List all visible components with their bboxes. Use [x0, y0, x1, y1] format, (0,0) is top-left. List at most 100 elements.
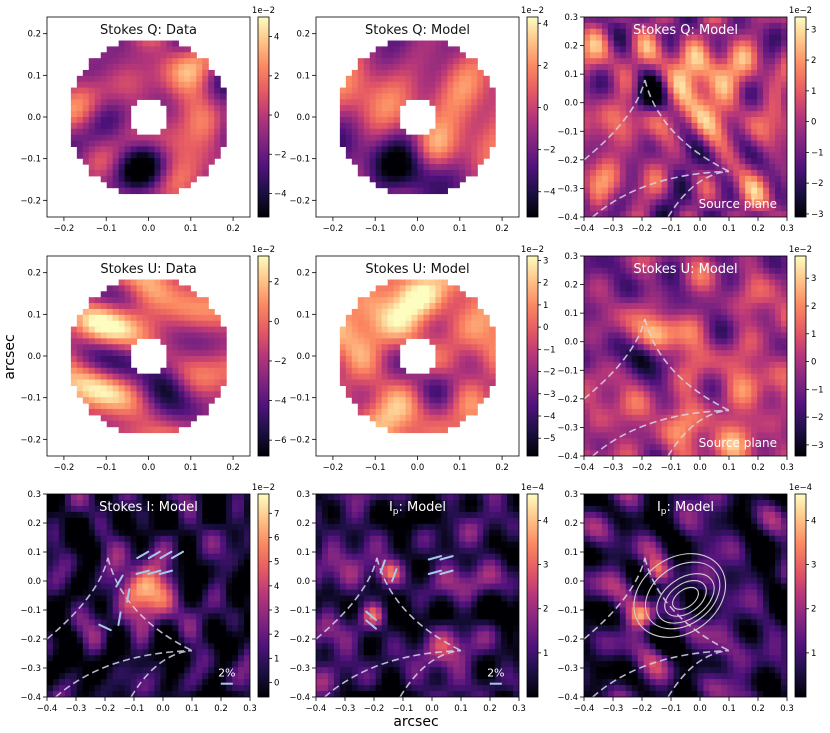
heatmap-cell [82, 117, 90, 124]
heatmap-cell [196, 146, 203, 153]
heatmap-cell [154, 140, 162, 148]
heatmap-cell [697, 34, 705, 42]
heatmap-cell [76, 81, 84, 89]
heatmap-cell [721, 408, 728, 416]
heatmap-cell [190, 117, 197, 124]
heatmap-cell [655, 397, 663, 404]
heatmap-cell [703, 34, 710, 42]
heatmap-cell [613, 28, 621, 36]
heatmap-cell [154, 175, 162, 183]
heatmap-cell [208, 356, 215, 363]
heatmap-cell [703, 361, 710, 369]
heatmap-cell [619, 326, 627, 334]
heatmap-cell [697, 140, 705, 148]
heatmap-cell [613, 285, 621, 292]
heatmap-cell [435, 426, 442, 434]
heatmap-cell [435, 361, 442, 369]
heatmap-cell [607, 81, 615, 89]
heatmap-cell [166, 99, 173, 106]
heatmap-cell [393, 164, 401, 171]
heatmap-cell [178, 175, 185, 183]
heatmap-cell [673, 187, 681, 195]
heatmap-cell [781, 99, 787, 106]
heatmap-cell [471, 308, 478, 316]
heatmap-cell [721, 152, 728, 159]
heatmap-cell [625, 303, 633, 310]
heatmap-cell [667, 69, 675, 77]
heatmap-cell [643, 450, 651, 456]
heatmap-cell [172, 285, 179, 292]
heatmap-cell [112, 52, 120, 59]
heatmap-cell [739, 297, 746, 304]
heatmap-cell [423, 81, 431, 89]
heatmap-cell [196, 303, 203, 310]
heatmap-cell [584, 273, 591, 281]
heatmap-cell [387, 397, 395, 404]
heatmap-cell [387, 181, 395, 189]
heatmap-cell [441, 187, 448, 195]
heatmap-cell [757, 205, 764, 212]
heatmap-cell [154, 181, 162, 189]
heatmap-cell [691, 34, 699, 42]
heatmap-cell [124, 291, 132, 298]
heatmap-cell [70, 117, 78, 124]
heatmap-cell [118, 332, 126, 339]
heatmap-cell [679, 450, 687, 456]
heatmap-cell [106, 314, 114, 322]
colorbar-tick-label: −2 [274, 357, 287, 367]
heatmap-cell [82, 140, 90, 148]
heatmap-cell [363, 326, 371, 334]
heatmap-cell [763, 308, 770, 316]
heatmap-cell [601, 332, 609, 339]
heatmap-cell [136, 279, 144, 287]
heatmap-cell [453, 181, 460, 189]
heatmap-cell [751, 420, 758, 428]
heatmap-cell [727, 193, 734, 200]
heatmap-cell [381, 414, 389, 422]
heatmap-cell [184, 128, 191, 136]
heatmap-cell [47, 541, 54, 549]
heatmap-cell [775, 356, 782, 363]
heatmap-cell [483, 338, 490, 345]
heatmap-cell [757, 117, 764, 124]
heatmap-cell [124, 332, 132, 339]
heatmap-cell [381, 52, 389, 59]
heatmap-cell [178, 308, 185, 316]
heatmap-cell [375, 391, 383, 398]
heatmap-cell [64, 613, 72, 620]
heatmap-cell [178, 391, 185, 398]
heatmap-cell [595, 408, 603, 416]
heatmap-cell [357, 146, 365, 153]
heatmap-cell [697, 211, 705, 217]
heatmap-cell [673, 338, 681, 345]
heatmap-cell [471, 105, 478, 112]
heatmap-cell [47, 577, 54, 585]
heatmap-cell [775, 87, 782, 95]
heatmap-cell [757, 199, 764, 206]
heatmap-cell [763, 438, 770, 445]
heatmap-cell [154, 320, 162, 328]
heatmap-cell [106, 164, 114, 171]
heatmap-cell [423, 373, 431, 381]
heatmap-cell [763, 105, 770, 112]
heatmap-cell [381, 361, 389, 369]
heatmap-cell [208, 69, 215, 77]
y-tick-label: −0.3 [557, 423, 578, 433]
heatmap-cell [589, 28, 597, 36]
heatmap-cell [661, 146, 669, 153]
heatmap-cell [459, 134, 466, 142]
heatmap-cell [691, 46, 699, 53]
heatmap-cell [584, 146, 591, 153]
heatmap-cell [381, 320, 389, 328]
heatmap-cell [781, 64, 787, 71]
heatmap-cell [136, 64, 144, 71]
heatmap-cell [184, 332, 191, 339]
heatmap-cell [781, 117, 787, 124]
heatmap-cell [52, 494, 60, 501]
heatmap-cell [673, 64, 681, 71]
heatmap-cell [130, 81, 138, 89]
heatmap-cell [82, 105, 90, 112]
heatmap-cell [118, 128, 126, 136]
heatmap-cell [727, 158, 734, 165]
heatmap-cell [727, 320, 734, 328]
